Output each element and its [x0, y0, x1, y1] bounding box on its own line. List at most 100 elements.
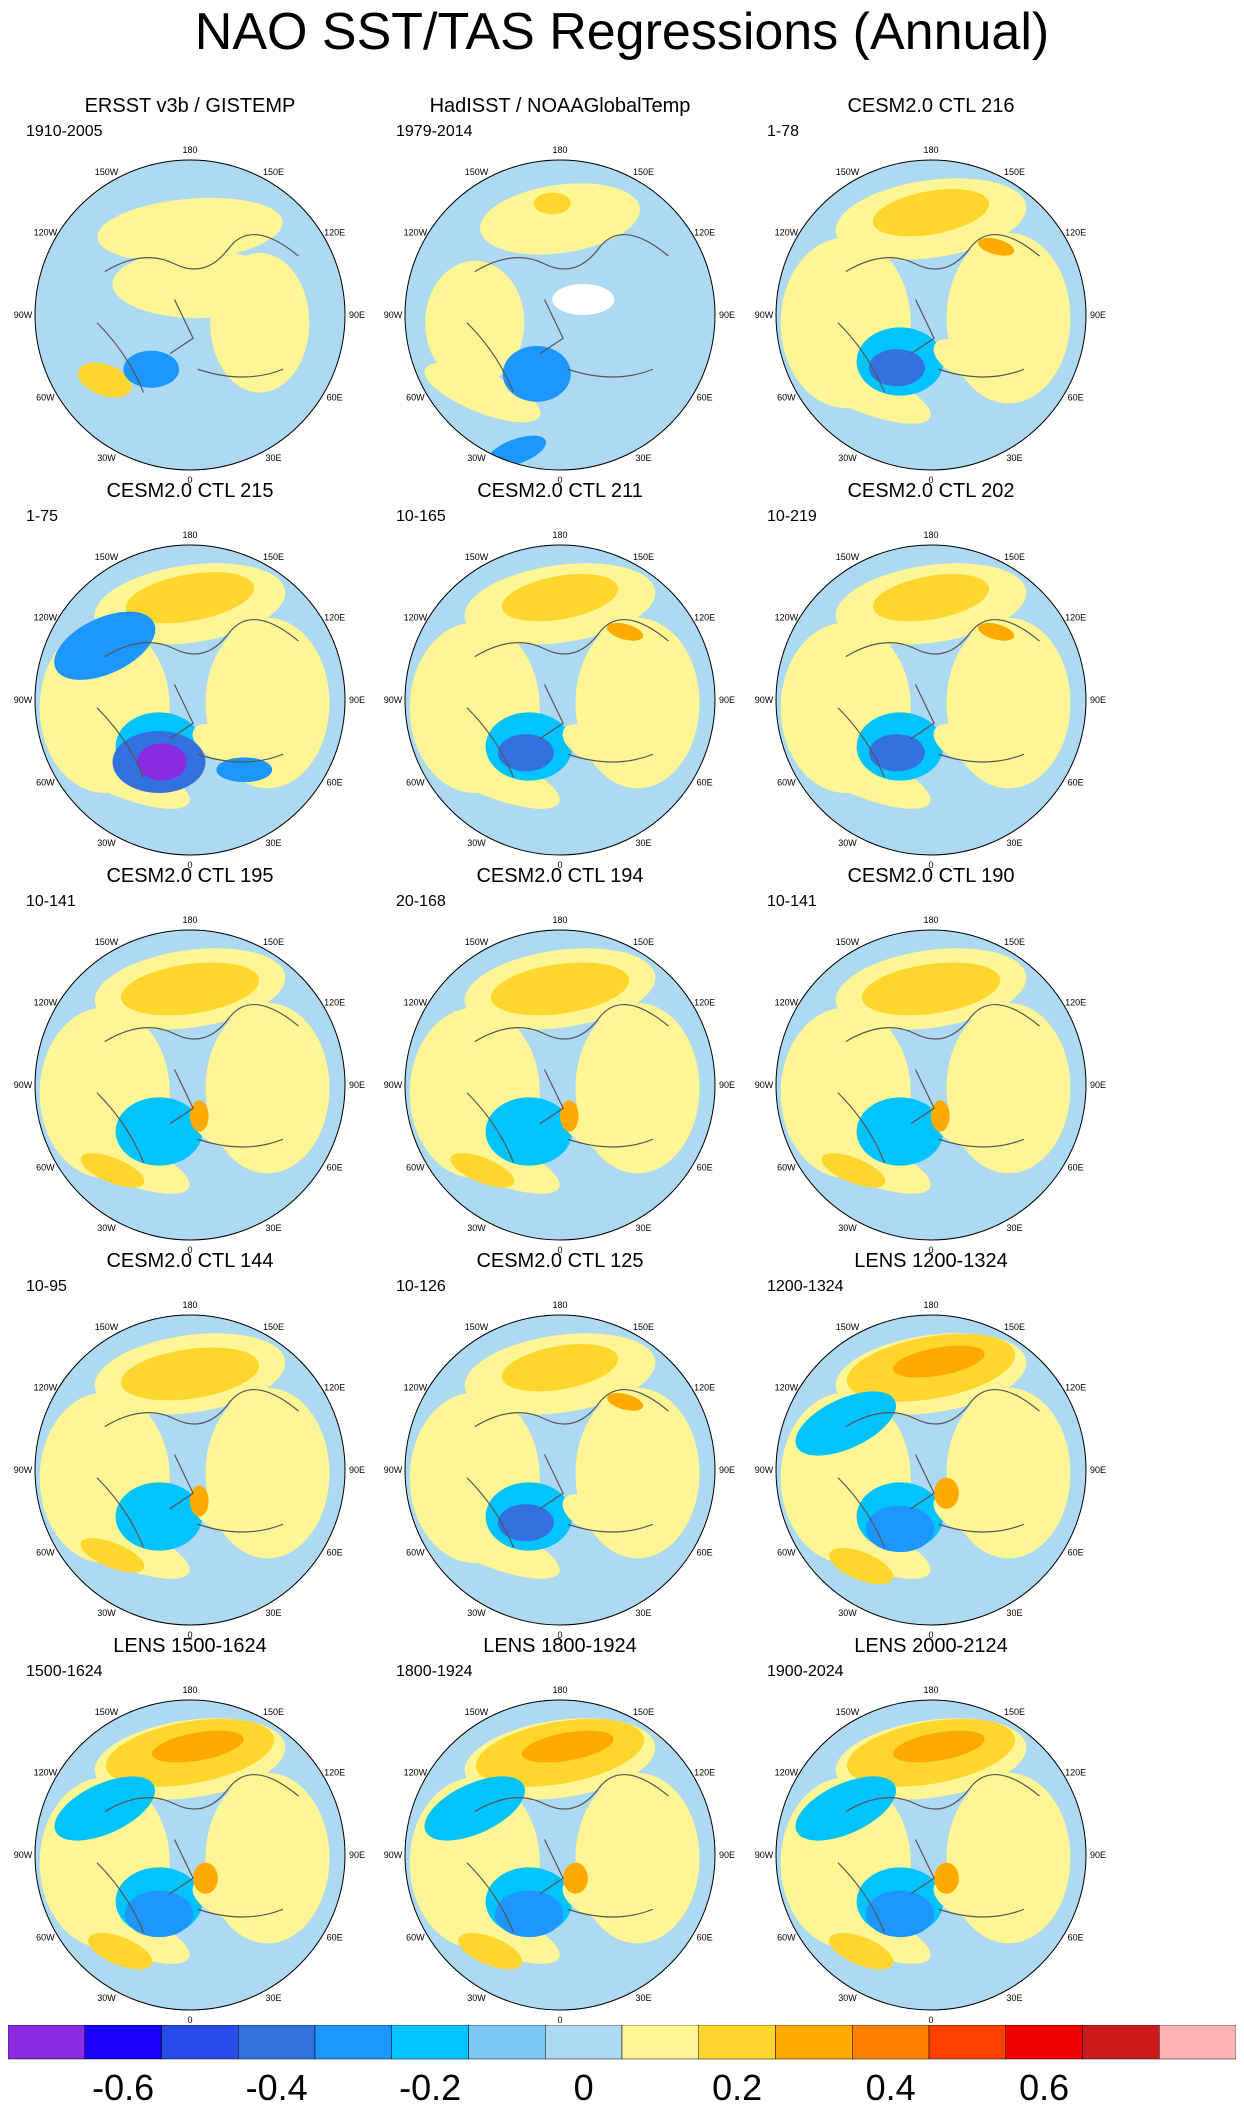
- labrador-cold-core: [494, 1890, 564, 1938]
- longitude-label: 150W: [836, 1707, 860, 1717]
- map-panel: LENS 1500-1624 1500-1624 180 150E 120E 90E 60E…: [0, 1635, 380, 2025]
- panel-period: 1-78: [767, 123, 800, 140]
- colorbar-swatch: [621, 2024, 699, 2060]
- polar-map: 180 150E 120E 90E 60E 30E 0 30W 60W 90W 120W 150W: [384, 530, 735, 870]
- labrador-cold-core: [865, 1890, 935, 1938]
- longitude-label: 30W: [838, 838, 857, 848]
- longitude-label: 90E: [719, 695, 735, 705]
- longitude-label: 60E: [697, 1933, 713, 1943]
- longitude-label: 150W: [836, 1322, 860, 1332]
- pacific-warm-core: [872, 189, 990, 237]
- longitude-label: 0: [557, 860, 562, 870]
- longitude-label: 150E: [633, 552, 654, 562]
- eurasia-warm: [575, 1772, 700, 1944]
- longitude-label: 120E: [694, 998, 715, 1008]
- longitude-label: 30W: [467, 1608, 486, 1618]
- scandinavia-warm-core: [190, 1100, 209, 1132]
- labrador-cold-anomaly: [123, 350, 180, 388]
- anomaly-field: [776, 545, 1086, 855]
- coastlines: [837, 234, 1040, 393]
- colorbar-swatch: [928, 2024, 1006, 2060]
- siberia-warm-core: [607, 622, 644, 641]
- longitude-label: 60E: [1068, 1548, 1084, 1558]
- longitude-label: 90W: [384, 310, 403, 320]
- map-panel: CESM2.0 CTL 202 10-219 180 150E 120E 90E 60E 30…: [741, 480, 1121, 870]
- colorbar-swatch: [468, 2024, 546, 2060]
- pacific-cold-band: [54, 611, 156, 680]
- longitude-label: 120E: [694, 1383, 715, 1393]
- longitude-label: 60E: [327, 778, 343, 788]
- panel-period: 1979-2014: [396, 123, 473, 140]
- coastlines: [837, 1389, 1040, 1548]
- atlantic-warm-band: [420, 1125, 560, 1194]
- panel-title: LENS 1200-1324: [854, 1250, 1008, 1272]
- longitude-label: 0: [928, 1630, 933, 1640]
- polar-map: 180 150E 120E 90E 60E 30E 0 30W 60W 90W 120W 150W: [14, 530, 365, 870]
- colorbar-swatches: [7, 2024, 1237, 2060]
- panel-title: CESM2.0 CTL 125: [476, 1250, 644, 1272]
- europe-warm-core: [934, 1862, 959, 1894]
- longitude-label: 150W: [465, 1707, 489, 1717]
- anomaly-field: [405, 545, 715, 855]
- colorbar-tick-label: 0.6: [1019, 2067, 1070, 2108]
- map-border: [775, 929, 1087, 1241]
- pacific-warm-anomaly: [97, 197, 283, 262]
- atlantic-warm-core: [829, 1932, 894, 1970]
- europe-warm: [562, 724, 614, 763]
- longitude-label: 180: [923, 1300, 938, 1310]
- longitude-label: 60W: [777, 1163, 796, 1173]
- longitude-label: 30W: [838, 453, 857, 463]
- anomaly-field: [35, 930, 345, 1240]
- map-border: [404, 929, 716, 1241]
- labrador-cold-core: [137, 743, 187, 781]
- longitude-label: 60E: [697, 393, 713, 403]
- eurasia-warm: [575, 617, 700, 789]
- longitude-label: 150E: [1004, 937, 1025, 947]
- longitude-label: 30E: [635, 1223, 651, 1233]
- map-border: [775, 544, 1087, 856]
- panel-title: CESM2.0 CTL 144: [106, 1250, 274, 1272]
- longitude-label: 60W: [777, 778, 796, 788]
- longitude-label: 90W: [14, 695, 33, 705]
- longitude-label: 150E: [1004, 167, 1025, 177]
- longitude-label: 60E: [1068, 778, 1084, 788]
- longitude-label: 90E: [349, 1850, 365, 1860]
- longitude-label: 60W: [406, 1548, 425, 1558]
- longitude-label: 60E: [697, 1548, 713, 1558]
- europe-warm: [933, 724, 985, 763]
- panel-title: CESM2.0 CTL 190: [847, 865, 1015, 887]
- longitude-label: 150E: [1004, 552, 1025, 562]
- longitude-label: 180: [552, 1300, 567, 1310]
- longitude-label: 30E: [265, 453, 281, 463]
- anomaly-field: [776, 1315, 1086, 1625]
- europe-warm-core: [563, 1862, 588, 1894]
- anomaly-field: [35, 545, 345, 855]
- longitude-label: 60E: [1068, 1933, 1084, 1943]
- longitude-label: 90E: [349, 1465, 365, 1475]
- north-america-warm: [425, 260, 525, 385]
- longitude-label: 90E: [349, 695, 365, 705]
- longitude-label: 90W: [755, 1850, 774, 1860]
- siberia-warm-core: [607, 1392, 644, 1411]
- polar-map: 180 150E 120E 90E 60E 30E 0 30W 60W 90W 120W 150W: [384, 1685, 735, 2025]
- atlantic-warm-band: [50, 1895, 190, 1964]
- atlantic-warm-core: [458, 1932, 523, 1970]
- polar-map: 180 150E 120E 90E 60E 30E 0 30W 60W 90W 120W 150W: [384, 915, 735, 1255]
- pacific-warm-core: [120, 962, 260, 1016]
- longitude-label: 30E: [635, 1608, 651, 1618]
- panel-title: CESM2.0 CTL 195: [106, 865, 274, 887]
- longitude-label: 180: [552, 530, 567, 540]
- longitude-label: 90W: [14, 1080, 33, 1090]
- labrador-cold-core: [498, 734, 554, 772]
- longitude-label: 30W: [467, 838, 486, 848]
- longitude-label: 30W: [838, 1993, 857, 2003]
- longitude-label: 150E: [263, 1707, 284, 1717]
- eurasia-warm: [205, 1002, 330, 1174]
- coastlines: [96, 234, 299, 393]
- colorbar-swatch: [1005, 2024, 1083, 2060]
- longitude-label: 60W: [777, 1548, 796, 1558]
- longitude-label: 60W: [777, 393, 796, 403]
- eurasia-warm: [575, 1387, 700, 1559]
- eurasia-warm: [946, 232, 1071, 404]
- map-panel: HadISST / NOAAGlobalTemp 1979-2014 180 150E…: [370, 95, 750, 485]
